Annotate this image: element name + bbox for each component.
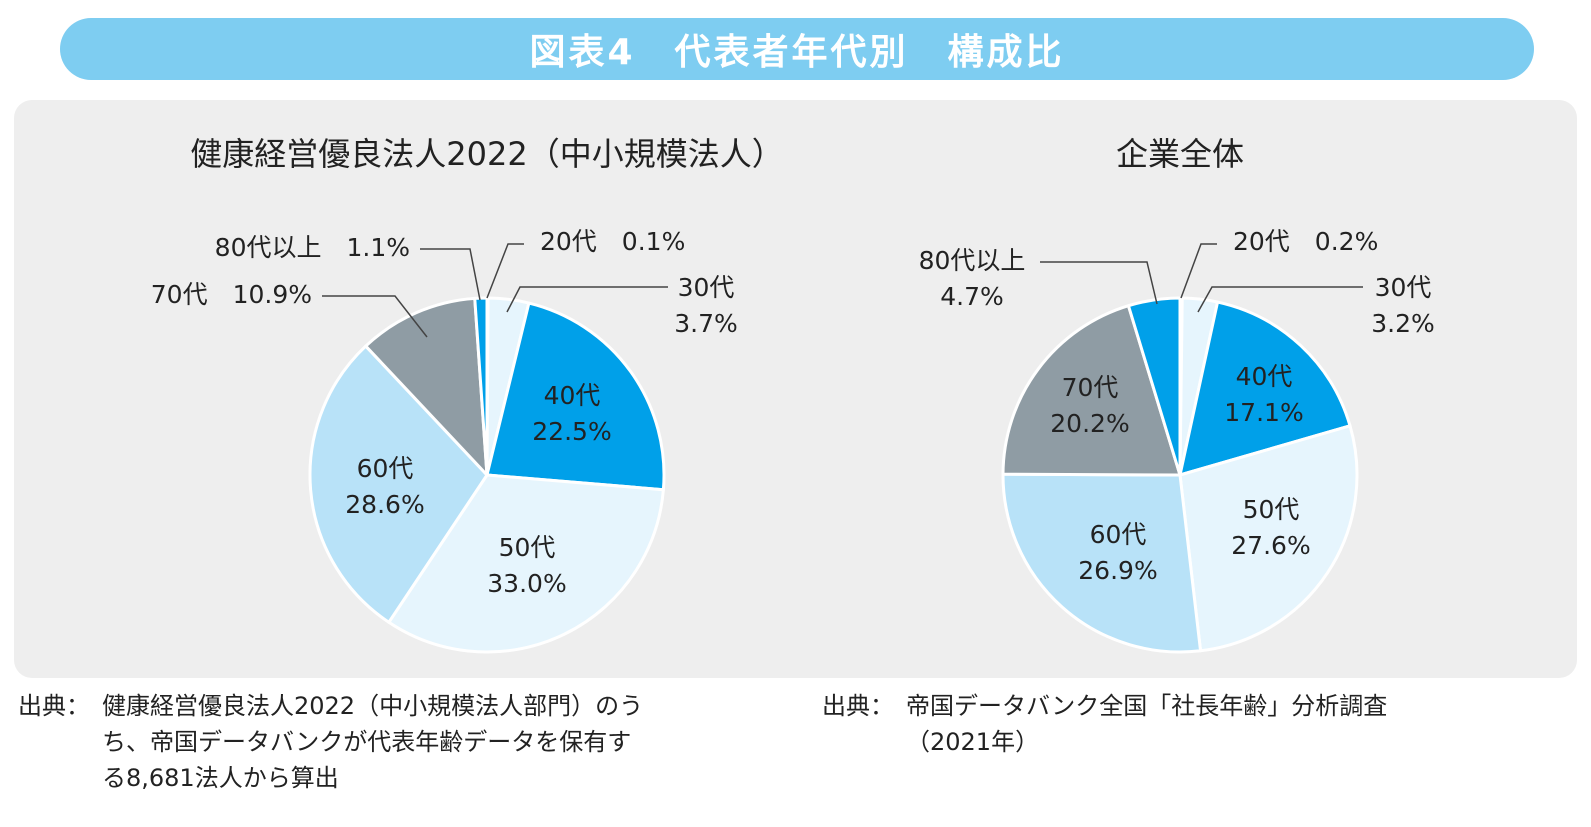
data-label-50s-line-2: 33.0% (487, 569, 566, 598)
pie-slice-80s-plus (473, 296, 489, 477)
data-label-80s-plus-line-2: 4.7% (940, 282, 1004, 311)
pie-slice-70s (364, 296, 489, 477)
pie-slice-60s (308, 344, 489, 624)
data-label-40s-line-2: 17.1% (1224, 398, 1303, 427)
data-label-40s-line-1: 40代 (1236, 362, 1293, 391)
source-line: ち、帝国データバンクが代表年齢データを保有す (102, 728, 632, 756)
leader-line-30s (1197, 286, 1363, 313)
data-label-20s: 20代 0.2% (1233, 227, 1378, 256)
source-line: 健康経営優良法人2022（中小規模法人部門）のう (102, 692, 644, 720)
leader-line-80s-plus (420, 248, 481, 301)
source-label: 出典： (18, 692, 90, 720)
data-label-70s: 70代 10.9% (151, 280, 312, 309)
pie-slice-40s (485, 301, 666, 492)
source-line: 帝国データバンク全国「社長年齢」分析調査 (906, 692, 1388, 720)
leader-line-70s (322, 295, 428, 338)
chart-title-bar: 図表4 代表者年代別 構成比 (60, 18, 1534, 80)
source-label: 出典： (822, 692, 894, 720)
pie-slice-60s (1001, 472, 1203, 654)
data-label-20s: 20代 0.1% (540, 227, 685, 256)
data-label-60s-line-1: 60代 (357, 454, 414, 483)
source-note-right: 出典： 帝国データバンク全国「社長年齢」分析調査 （2021年） (822, 688, 1522, 768)
data-label-30s-line-2: 3.2% (1371, 309, 1435, 338)
leader-line-20s (1180, 243, 1217, 299)
data-label-30s-line-1: 30代 (678, 273, 735, 302)
data-label-30s-line-1: 30代 (1375, 273, 1432, 302)
pie-title: 企業全体 (1116, 135, 1244, 173)
data-label-50s-line-1: 50代 (1243, 495, 1300, 524)
source-line: る8,681法人から算出 (102, 764, 339, 792)
data-label-70s-line-2: 20.2% (1050, 409, 1129, 438)
data-label-40s-line-1: 40代 (544, 381, 601, 410)
leader-line-80s-plus (1040, 261, 1158, 305)
pie-slice-70s (1001, 304, 1182, 477)
pie-slice-40s (1178, 300, 1352, 477)
leader-line-20s (486, 243, 524, 299)
leader-line-30s (506, 286, 668, 313)
data-label-80s-plus-line-1: 80代以上 (919, 246, 1026, 275)
data-label-50s-line-2: 27.6% (1231, 531, 1310, 560)
pie-chart-1: 健康経営優良法人2022（中小規模法人） 20代 0.1% 30代 3.7% 40代 22… (151, 135, 784, 654)
source-note-left: 出典： 健康経営優良法人2022（中小規模法人部門）のう ち、帝国データバンクが… (18, 688, 758, 808)
chart-title: 図表4 代表者年代別 構成比 (529, 32, 1065, 73)
pie-slice-50s (1178, 424, 1359, 653)
pie-title: 健康経営優良法人2022（中小規模法人） (190, 135, 783, 173)
source-line: （2021年） (906, 728, 1040, 756)
data-label-40s-line-2: 22.5% (532, 417, 611, 446)
data-label-60s-line-1: 60代 (1090, 520, 1147, 549)
pie-slice-50s (387, 473, 665, 654)
data-label-60s-line-2: 26.9% (1078, 556, 1157, 585)
data-label-60s-line-2: 28.6% (345, 490, 424, 519)
data-label-50s-line-1: 50代 (499, 533, 556, 562)
pie-chart-2: 企業全体 20代 0.2% 30代 3.2% 40代 17.1% 50代 27.6% 60代 26… (919, 135, 1435, 654)
data-label-80s-plus: 80代以上 1.1% (215, 233, 410, 262)
pie-slice-80s-plus (1126, 296, 1182, 477)
data-label-30s-line-2: 3.7% (674, 309, 738, 338)
data-label-70s-line-1: 70代 (1062, 373, 1119, 402)
